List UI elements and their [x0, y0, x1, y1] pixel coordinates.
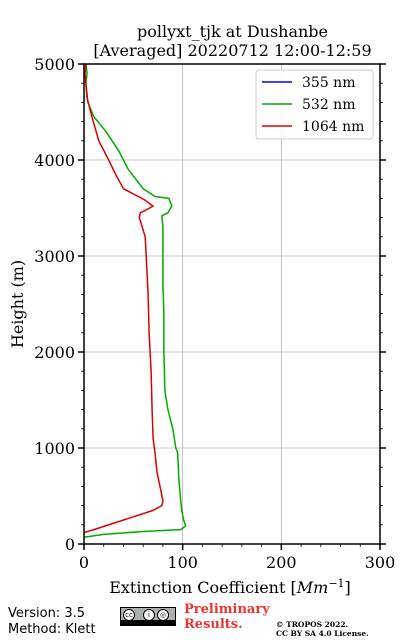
y-tick-label: 0	[65, 535, 75, 554]
y-tick-label: 4000	[34, 151, 75, 170]
plot-frame	[83, 63, 381, 545]
version-label: Version: 3.5	[8, 606, 85, 621]
preliminary-notice: Preliminary Results.	[184, 602, 270, 632]
chart-title-line1: pollyxt_tjk at Dushanbe	[136, 22, 329, 41]
legend-entry: 1064 nm	[302, 119, 364, 135]
x-tick-label: 0	[79, 553, 89, 572]
x-tick-label: 300	[365, 553, 396, 572]
series-line-532-nm	[83, 63, 187, 539]
preliminary-line1: Preliminary	[184, 602, 270, 617]
legend-entry: 532 nm	[302, 97, 355, 113]
x-tick-label: 100	[167, 553, 198, 572]
cc-license-icon: cc i ◎	[120, 607, 176, 626]
copyright-line1: © TROPOS 2022.	[276, 620, 349, 629]
copyright-notice: © TROPOS 2022. CC BY SA 4.0 License.	[276, 620, 369, 638]
x-tick-label: 200	[266, 553, 297, 572]
method-label: Method: Klett	[8, 622, 96, 637]
y-axis-label: Height (m)	[8, 260, 27, 348]
x-axis-label: Extinction Coefficient [Mm−1]	[109, 577, 351, 597]
legend-box	[255, 69, 374, 140]
series-line-1064-nm	[83, 63, 164, 534]
y-tick-label: 3000	[34, 247, 75, 266]
copyright-line2: CC BY SA 4.0 License.	[276, 629, 369, 638]
y-tick-label: 2000	[34, 343, 75, 362]
preliminary-line2: Results.	[184, 617, 243, 632]
chart-title-line2: [Averaged] 20220712 12:00-12:59	[93, 41, 372, 60]
legend-entry: 355 nm	[302, 75, 355, 91]
y-tick-label: 1000	[34, 439, 75, 458]
y-tick-label: 5000	[34, 55, 75, 74]
